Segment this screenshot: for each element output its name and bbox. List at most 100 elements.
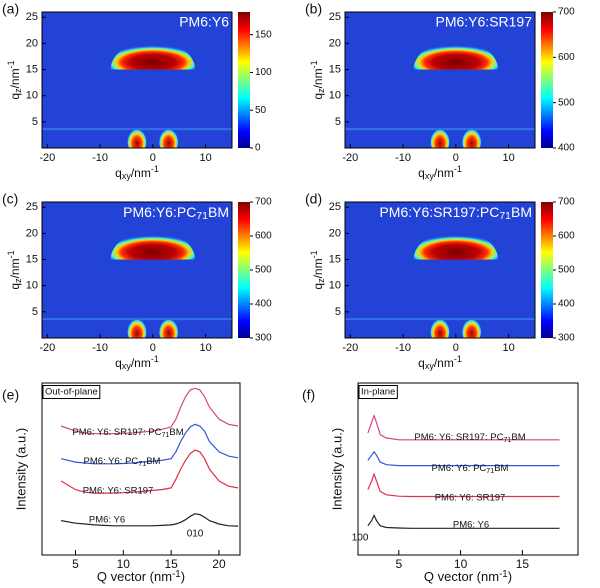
series-label: PM6: Y6 bbox=[453, 520, 489, 531]
annotation: Out-of-plane bbox=[45, 387, 98, 398]
x-tick-label: -20 bbox=[342, 342, 358, 354]
line-series bbox=[60, 423, 239, 465]
y-axis-label: Intensity (a.u.) bbox=[13, 428, 28, 510]
heatmap-image bbox=[345, 202, 535, 338]
y-axis-label: Intensity (a.u.) bbox=[329, 428, 344, 510]
series-label: PM6: Y6: SR197: PC71BM bbox=[72, 427, 183, 439]
y-tick-label: 25 bbox=[329, 201, 341, 213]
x-tick-label: 0 bbox=[150, 152, 156, 164]
x-tick-label: -10 bbox=[92, 342, 108, 354]
peak-label: 100 bbox=[352, 533, 369, 544]
y-tick-label: 10 bbox=[329, 90, 341, 102]
x-axis-label: qxy/nm-1 bbox=[115, 164, 159, 181]
plot-frame bbox=[41, 201, 233, 339]
colorbar-tick-label: 0 bbox=[255, 143, 261, 154]
heatmap-image bbox=[42, 12, 232, 148]
heatmap-title: PM6:Y6:SR197:PC71BM bbox=[379, 204, 532, 222]
x-tick-label: 10 bbox=[454, 557, 468, 571]
low-q-lobe bbox=[159, 317, 179, 338]
plot-frame bbox=[357, 382, 579, 556]
y-tick-label: 25 bbox=[329, 11, 341, 23]
panel-label: (a) bbox=[2, 1, 19, 17]
x-tick-label: 5 bbox=[395, 557, 402, 571]
y-tick-label: 20 bbox=[329, 227, 341, 239]
heatmap-background bbox=[345, 202, 535, 338]
y-tick-label: 20 bbox=[329, 37, 341, 49]
low-q-lobe bbox=[430, 317, 450, 338]
colorbar-tick-label: 500 bbox=[558, 97, 575, 108]
colorbar-tick-label: 150 bbox=[255, 29, 272, 40]
x-tick-label: 20 bbox=[212, 557, 226, 571]
colorbar-tick-label: 700 bbox=[558, 7, 575, 18]
y-tick-label: 10 bbox=[329, 280, 341, 292]
x-tick-label: 0 bbox=[453, 152, 459, 164]
x-tick-label: -10 bbox=[395, 342, 411, 354]
annotation: In-plane bbox=[361, 387, 395, 398]
heatmap-title: PM6:Y6:PC71BM bbox=[123, 204, 229, 222]
series-label: PM6: Y6: SR197 bbox=[435, 493, 506, 504]
series-label: PM6: Y6: PC71BM bbox=[432, 463, 509, 475]
x-tick-label: 10 bbox=[199, 342, 211, 354]
diffraction-arc bbox=[413, 230, 499, 260]
x-tick-label: -20 bbox=[342, 152, 358, 164]
x-tick-label: 0 bbox=[150, 342, 156, 354]
panel-label: (f) bbox=[302, 387, 315, 403]
heatmap-background bbox=[42, 202, 232, 338]
panel-label: (c) bbox=[2, 191, 18, 207]
diffraction-arc bbox=[110, 40, 196, 70]
colorbar-tick-label: 600 bbox=[558, 52, 575, 63]
line-series bbox=[60, 513, 239, 527]
heatmap-image bbox=[42, 202, 232, 338]
x-tick-label: -10 bbox=[92, 152, 108, 164]
heatmap-title: PM6:Y6 bbox=[179, 14, 229, 30]
x-tick-label: 0 bbox=[453, 342, 459, 354]
heatmap-background bbox=[42, 12, 232, 148]
series-label: PM6: Y6: PC71BM bbox=[84, 456, 161, 468]
low-q-lobe bbox=[462, 127, 482, 148]
y-tick-label: 25 bbox=[26, 201, 38, 213]
line-series bbox=[367, 413, 560, 441]
x-tick-label: 15 bbox=[164, 557, 178, 571]
line-series bbox=[367, 450, 560, 467]
y-tick-label: 5 bbox=[335, 306, 341, 318]
plot-frame bbox=[344, 201, 536, 339]
y-tick-label: 5 bbox=[32, 306, 38, 318]
colorbar-tick-label: 300 bbox=[255, 333, 272, 344]
x-tick-label: -20 bbox=[39, 152, 55, 164]
colorbar bbox=[541, 202, 553, 338]
x-axis-label: qxy/nm-1 bbox=[418, 354, 462, 371]
x-tick-label: 10 bbox=[502, 152, 514, 164]
x-tick-label: 5 bbox=[72, 557, 79, 571]
colorbar bbox=[238, 202, 250, 338]
y-axis-label: qz/nm-1 bbox=[309, 250, 326, 289]
colorbar-tick-label: 500 bbox=[558, 265, 575, 276]
x-axis-label: Q vector (nm-1) bbox=[97, 569, 185, 585]
line-series bbox=[367, 513, 560, 529]
y-axis-label: qz/nm-1 bbox=[6, 250, 23, 289]
low-q-lobe bbox=[430, 127, 450, 148]
colorbar-tick-label: 700 bbox=[255, 197, 272, 208]
colorbar-tick-label: 400 bbox=[255, 299, 272, 310]
panel-label: (b) bbox=[305, 1, 322, 17]
series-label: PM6: Y6: SR197 bbox=[83, 486, 154, 497]
colorbar-tick-label: 400 bbox=[558, 143, 575, 154]
colorbar bbox=[238, 12, 250, 148]
panel-label: (d) bbox=[305, 191, 322, 207]
y-tick-label: 10 bbox=[26, 280, 38, 292]
colorbar bbox=[541, 12, 553, 148]
y-tick-label: 15 bbox=[26, 253, 38, 265]
heatmap-image bbox=[345, 12, 535, 148]
x-tick-label: 15 bbox=[516, 557, 530, 571]
x-tick-label: -20 bbox=[39, 342, 55, 354]
colorbar-tick-label: 600 bbox=[255, 231, 272, 242]
x-axis-label: qxy/nm-1 bbox=[418, 164, 462, 181]
plot-frame bbox=[41, 11, 233, 149]
low-q-lobe bbox=[462, 317, 482, 338]
x-axis-label: Q vector (nm-1) bbox=[424, 569, 512, 585]
low-q-lobe bbox=[127, 317, 147, 338]
y-tick-label: 15 bbox=[329, 63, 341, 75]
colorbar-tick-label: 600 bbox=[558, 231, 575, 242]
plot-frame bbox=[41, 382, 241, 556]
y-axis-label: qz/nm-1 bbox=[6, 60, 23, 99]
